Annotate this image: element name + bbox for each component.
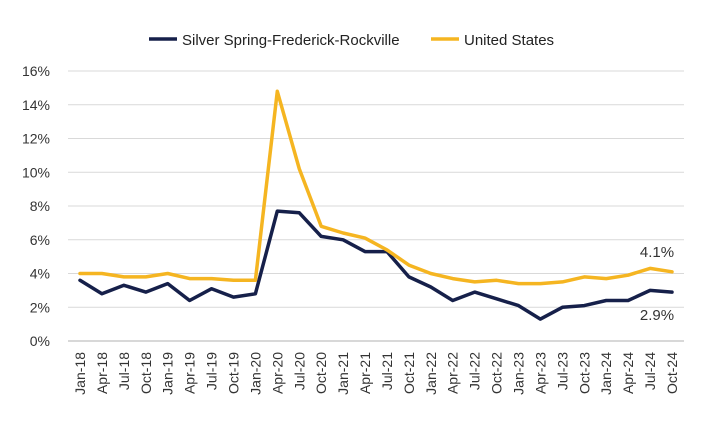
y-axis-ticks: 0% 2% 4% 6% 8% 10% 12% 14% 16% — [22, 63, 50, 349]
x-tick-label: Oct-22 — [489, 352, 505, 394]
x-tick-label: Apr-19 — [182, 352, 198, 394]
x-tick-label: Oct-21 — [401, 352, 417, 394]
x-tick-label: Jul-21 — [379, 352, 395, 390]
x-tick-label: Apr-22 — [445, 352, 461, 394]
annotations: 4.1% 2.9% — [640, 244, 674, 324]
x-tick-label: Jan-20 — [247, 352, 263, 395]
data-label: 2.9% — [640, 307, 674, 324]
x-tick-label: Jan-18 — [72, 352, 88, 395]
x-tick-label: Jan-23 — [511, 352, 527, 395]
legend-label-silver-spring: Silver Spring-Frederick-Rockville — [182, 32, 400, 49]
y-tick-label: 4% — [30, 266, 50, 282]
y-tick-label: 12% — [22, 131, 50, 147]
x-tick-label: Jan-24 — [598, 352, 614, 395]
x-tick-label: Oct-20 — [313, 352, 329, 394]
x-tick-label: Oct-19 — [225, 352, 241, 394]
series-line-1 — [78, 89, 674, 286]
y-tick-label: 6% — [30, 232, 50, 248]
x-tick-label: Apr-18 — [94, 352, 110, 394]
data-label: 4.1% — [640, 244, 674, 261]
x-tick-label: Jul-18 — [116, 352, 132, 390]
x-tick-label: Jul-19 — [204, 352, 220, 390]
legend-label-united-states: United States — [464, 32, 554, 49]
x-axis-ticks: Jan-18 Apr-18 Jul-18 Oct-18 Jan-19 Apr-19 Jul-… — [72, 352, 680, 395]
x-tick-label: Jan-22 — [423, 352, 439, 395]
y-tick-label: 14% — [22, 97, 50, 113]
y-tick-label: 0% — [30, 333, 50, 349]
x-tick-label: Jul-23 — [554, 352, 570, 390]
series-lines — [78, 89, 674, 321]
legend: Silver Spring-Frederick-Rockville United… — [149, 32, 554, 49]
x-tick-label: Jul-20 — [291, 352, 307, 390]
y-tick-label: 10% — [22, 164, 50, 180]
y-tick-label: 2% — [30, 299, 50, 315]
x-tick-label: Jul-24 — [642, 352, 658, 390]
x-tick-label: Apr-21 — [357, 352, 373, 394]
x-tick-label: Oct-24 — [664, 352, 680, 394]
series-line-0 — [78, 209, 674, 321]
gridlines — [68, 70, 684, 342]
x-tick-label: Apr-20 — [269, 352, 285, 394]
x-tick-label: Oct-18 — [138, 352, 154, 394]
y-tick-label: 16% — [22, 63, 50, 79]
x-tick-label: Apr-23 — [532, 352, 548, 394]
x-tick-label: Apr-24 — [620, 352, 636, 394]
x-tick-label: Jan-19 — [160, 352, 176, 395]
y-tick-label: 8% — [30, 198, 50, 214]
x-tick-label: Jul-22 — [467, 352, 483, 390]
x-tick-label: Jan-21 — [335, 352, 351, 395]
x-tick-label: Oct-23 — [576, 352, 592, 394]
